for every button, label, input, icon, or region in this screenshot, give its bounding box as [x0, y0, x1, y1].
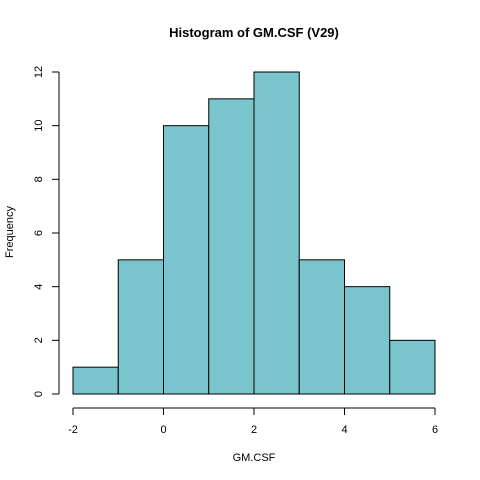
y-tick-label: 10: [33, 120, 45, 132]
x-tick-label: -2: [68, 424, 78, 436]
x-axis: -2 0 2 4 6: [68, 407, 438, 436]
x-tick-label: 0: [160, 424, 166, 436]
histogram-bar: [208, 98, 255, 395]
y-tick-label: 6: [33, 230, 45, 236]
histogram-bar: [117, 259, 164, 395]
chart-title: Histogram of GM.CSF (V29): [169, 25, 339, 40]
y-tick-label: 4: [33, 284, 45, 290]
x-tick-label: 2: [251, 424, 257, 436]
y-tick-label: 2: [33, 337, 45, 343]
histogram-bar: [389, 339, 436, 395]
histogram-bar: [253, 71, 300, 395]
x-axis-label: GM.CSF: [233, 452, 276, 464]
histogram-bar: [344, 286, 391, 395]
y-axis-label: Frequency: [4, 206, 16, 258]
y-axis: 0 2 4 6 8 10 12: [33, 66, 60, 397]
y-tick-label: 0: [33, 391, 45, 397]
x-tick-label: 6: [432, 424, 438, 436]
x-tick-label: 4: [341, 424, 347, 436]
y-tick-label: 12: [33, 66, 45, 78]
bars-group: [72, 71, 436, 395]
histogram-bar: [298, 259, 345, 395]
y-tick-label: 8: [33, 176, 45, 182]
histogram-bar: [72, 366, 119, 395]
histogram-bar: [163, 125, 210, 395]
